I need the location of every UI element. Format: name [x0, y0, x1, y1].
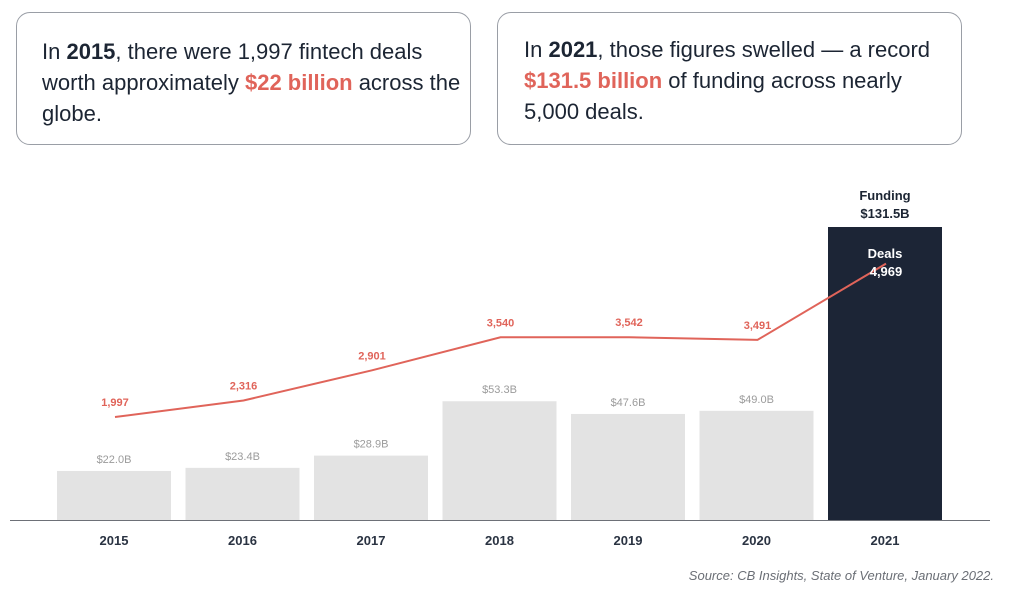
line-value-label-2020: 3,491 [744, 320, 772, 332]
bar-value-label-2015: $22.0B [97, 454, 132, 466]
bar-value-label-2016: $23.4B [225, 451, 260, 463]
callout-text-pre: In [524, 37, 549, 62]
line-value-label-2017: 2,901 [358, 350, 386, 362]
callout-year: 2021 [548, 37, 598, 62]
callout-amount: $131.5 billion [524, 68, 663, 93]
bar-value-label-2017: $28.9B [354, 439, 389, 451]
callout-2021: In 2021, those figures swelled — a recor… [497, 12, 962, 145]
line-value-label-2021: 4,969 [870, 264, 903, 279]
bar-value-label-2018: $53.3B [482, 384, 517, 396]
x-tick-label-2019: 2019 [614, 533, 643, 548]
callout-text-mid: , there were 1,997 fintech deals worth a… [42, 39, 423, 95]
x-tick-label-2015: 2015 [100, 533, 129, 548]
source-note: Source: CB Insights, State of Venture, J… [688, 568, 994, 583]
x-tick-label-2018: 2018 [485, 533, 514, 548]
callout-2015: In 2015, there were 1,997 fintech deals … [16, 12, 471, 145]
x-tick-label-2021: 2021 [871, 533, 900, 548]
deals-line [114, 262, 887, 418]
bar-2016 [185, 467, 300, 520]
line-value-label-2015: 1,997 [101, 397, 129, 409]
bar-2015 [57, 470, 171, 520]
x-tick-label-2017: 2017 [357, 533, 386, 548]
bar-2017 [314, 455, 428, 520]
bar-value-label-2021: $131.5B [860, 206, 909, 221]
funding-title-label: Funding [859, 188, 910, 203]
line-value-label-2016: 2,316 [230, 380, 258, 392]
callout-text-pre: In [42, 39, 67, 64]
bar-2018 [442, 401, 557, 520]
callout-amount: $22 billion [244, 70, 353, 95]
callout-text-post: across the globe. [42, 70, 461, 126]
bar-value-label-2020: $49.0B [739, 394, 774, 406]
x-tick-label-2016: 2016 [228, 533, 257, 548]
callout-year: 2015 [66, 39, 116, 64]
line-value-label-2019: 3,542 [615, 317, 643, 329]
line-value-label-2018: 3,540 [487, 317, 515, 329]
callout-text-mid: , those figures swelled — a record [597, 37, 931, 62]
bar-2021 [828, 227, 942, 520]
bar-value-label-2019: $47.6B [611, 397, 646, 409]
x-tick-label-2020: 2020 [742, 533, 771, 548]
deals-title-label: Deals [868, 246, 903, 261]
callout-text-post: of funding across nearly 5,000 deals. [524, 68, 902, 124]
bar-2020 [699, 410, 814, 520]
bar-2019 [571, 413, 685, 520]
